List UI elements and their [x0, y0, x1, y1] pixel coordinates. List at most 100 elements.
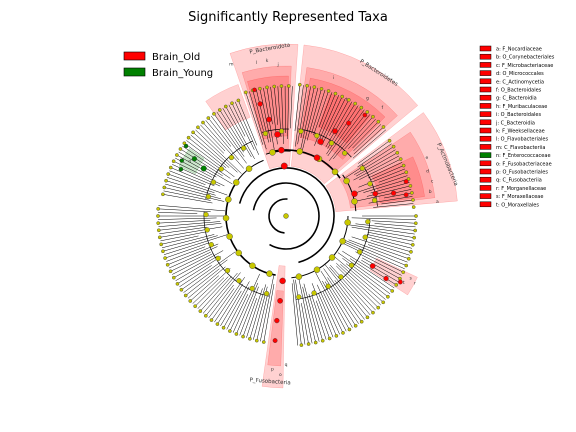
tree-leaf-branch [300, 87, 315, 149]
tree-leaf-branch [336, 262, 381, 306]
key-label: o: F_Fusobacteriaceae [496, 161, 552, 167]
tree-leaf-branch [357, 143, 392, 168]
tree-node [261, 340, 266, 344]
tree-branch-arc [268, 198, 288, 234]
tree-leaf-branch [344, 241, 405, 270]
tree-leaf-branch [260, 275, 275, 342]
tree-node [348, 262, 355, 268]
phylum-label-fusobacteria: P_Fusobacteria [249, 378, 291, 387]
tree-leaf-branch [295, 279, 306, 345]
tree-leaf-branch [303, 283, 320, 342]
tree-node [191, 130, 195, 135]
tree-node [164, 178, 168, 183]
tree-leaf-branch [371, 220, 416, 224]
tree-node [272, 338, 278, 343]
tree-leaf-branch [373, 203, 414, 208]
tree-leaf-branch [323, 268, 362, 322]
tree-leaf-branch [167, 177, 215, 194]
tree-node [376, 119, 381, 124]
tree-node [266, 116, 272, 123]
key-swatch [479, 135, 492, 142]
tree-node [218, 166, 224, 172]
tree-node [296, 294, 302, 300]
tree-leaf-branch [226, 286, 250, 330]
tree-node [362, 234, 368, 240]
tree-node [390, 190, 397, 196]
tree-node [314, 133, 320, 139]
tree-node [230, 101, 234, 106]
tree-leaf-branch [217, 283, 244, 325]
clade-letter: e [426, 156, 429, 161]
tree-leaf-branch [168, 173, 228, 196]
tree-leaf-branch [169, 170, 206, 186]
tree-node [206, 116, 211, 120]
tree-node [357, 249, 363, 255]
tree-node [262, 130, 269, 137]
tree-leaf-branch [318, 92, 333, 128]
tree-leaf-branch [158, 217, 217, 220]
tree-node [196, 125, 200, 130]
tree-leaf-branch [348, 118, 376, 149]
tree-node [414, 214, 418, 218]
tree-leaf-branch [378, 171, 407, 183]
tree-node [265, 85, 269, 90]
tree-leaf-branch [190, 275, 220, 302]
tree-node [200, 165, 207, 172]
tree-node [332, 128, 338, 134]
tree-node [178, 147, 183, 151]
tree-leaf-branch [311, 295, 327, 340]
tree-leaf-branch [302, 286, 316, 343]
tree-node [249, 285, 255, 292]
clade-letter: b [429, 189, 432, 195]
tree-leaf-branch [190, 134, 230, 168]
tree-leaf-branch [352, 121, 379, 149]
key-swatch [479, 70, 492, 76]
clade-letter: s [410, 277, 413, 282]
clade-letter: l [256, 60, 257, 66]
tree-node [171, 159, 176, 164]
key-label: m: C_Flavobacteriia [496, 145, 545, 151]
tree-node [339, 238, 346, 245]
tree-node [367, 181, 373, 187]
tree-node [328, 254, 336, 261]
tree-branch-arc [203, 211, 270, 297]
tree-leaf-branch [330, 264, 374, 313]
key-swatch [479, 45, 492, 52]
tree-leaf-branch [338, 109, 365, 146]
tree-node [412, 235, 416, 240]
tree-node [269, 149, 276, 156]
tree-leaf-branch [158, 223, 222, 231]
tree-leaf-branch [328, 111, 368, 162]
tree-branch-arc [296, 218, 371, 300]
clade-letter: q [285, 363, 288, 368]
tree-node [188, 299, 193, 303]
tree-leaf-branch [324, 264, 368, 318]
tree-node [183, 143, 189, 149]
key-label: d: O_Micrococcales [496, 71, 544, 77]
tree-node [283, 213, 289, 219]
key-label: k: F_Weeksellaceae [496, 129, 545, 135]
tree-node [156, 228, 161, 233]
tree-node [386, 294, 390, 299]
tree-node [236, 278, 242, 284]
tree-leaf-branch [225, 106, 255, 160]
tree-leaf-branch [344, 277, 376, 311]
tree-leaf-branch [158, 212, 198, 214]
tree-node [299, 343, 304, 347]
key-swatch [479, 193, 492, 199]
key-swatch [479, 119, 492, 126]
tree-leaf-branch [223, 281, 250, 328]
tree-leaf-branch [342, 242, 404, 273]
key-label: l: O_Flavobacteriales [496, 137, 548, 143]
key-label: q: C_Fusobacteriia [496, 178, 542, 184]
tree-leaf-branch [184, 143, 221, 170]
tree-node [224, 267, 231, 274]
tree-leaf-branch [158, 219, 211, 224]
tree-leaf-branch [211, 288, 235, 321]
tree-leaf-branch [165, 183, 221, 200]
tree-node [359, 165, 365, 171]
tree-leaf-branch [170, 251, 211, 272]
tree-leaf-branch [313, 90, 329, 136]
tree-node [248, 336, 252, 341]
tree-node [395, 150, 400, 155]
